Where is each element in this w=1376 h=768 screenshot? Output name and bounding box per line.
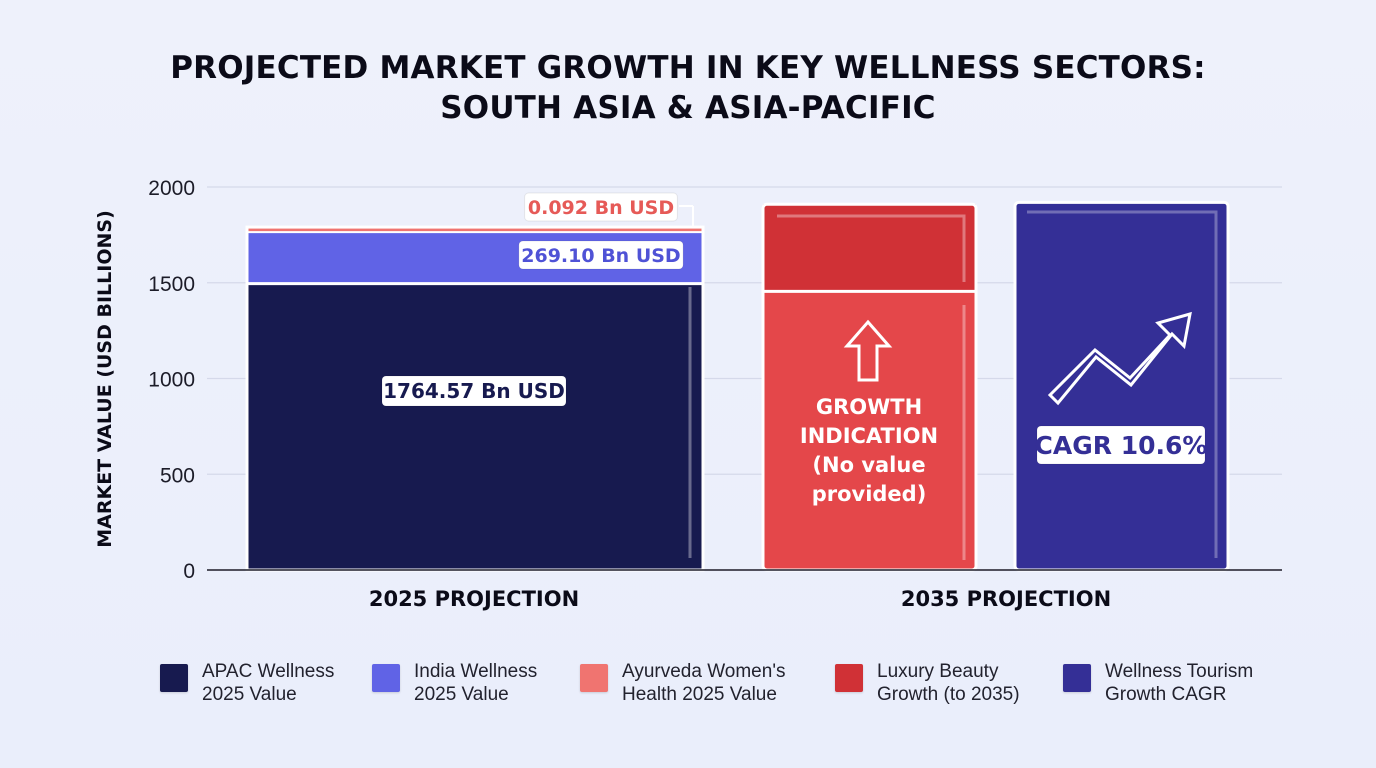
bar-2035-luxury-beauty-highlight-top [777, 214, 966, 282]
x-category-label-1: 2035 PROJECTION [901, 587, 1111, 611]
trend-arrow-icon [1047, 311, 1192, 406]
bar-2035-luxury-beauty-label-line-3: provided) [812, 482, 927, 506]
y-tick-label-1500: 1500 [148, 273, 195, 296]
bar-2035-wellness-tourism-highlight [1027, 210, 1218, 558]
chart-legend: APAC Wellness 2025 Value India Wellness … [0, 660, 1376, 720]
bar-2025-label-india-bg [518, 240, 684, 270]
bar-2025-label-india: 269.10 Bn USD [521, 245, 680, 267]
legend-label-ayurveda: Ayurveda Women's Health 2025 Value [622, 661, 786, 705]
legend-label-luxury-beauty: Luxury Beauty Growth (to 2035) [877, 661, 1020, 705]
legend-item-apac: APAC Wellness 2025 Value [160, 660, 334, 706]
bar-2035-luxury-beauty-label-line-1: INDICATION [800, 424, 938, 448]
legend-label-wellness-tourism: Wellness Tourism Growth CAGR [1105, 661, 1254, 705]
legend-swatch-india [372, 664, 400, 692]
legend-label-apac: APAC Wellness 2025 Value [202, 661, 335, 705]
y-tick-label-500: 500 [160, 464, 195, 487]
x-category-label-0: 2025 PROJECTION [369, 587, 579, 611]
bar-2025-segment-0 [247, 283, 703, 570]
chart-plot: 0 500 1000 1500 2000 MARKET VALUE (USD BILLIO… [94, 177, 1282, 611]
chart-title-line1: PROJECTED MARKET GROWTH IN KEY WELLNESS … [170, 50, 1206, 86]
up-arrow-icon [843, 319, 893, 382]
y-axis-label: MARKET VALUE (USD BILLIONS) [94, 210, 116, 548]
bar-2025-label-apac: 1764.57 Bn USD [383, 379, 565, 403]
legend-swatch-luxury-beauty [835, 664, 863, 692]
legend-item-wellness-tourism: Wellness Tourism Growth CAGR [1063, 660, 1253, 706]
bar-2035-luxury-beauty-label-line-0: GROWTH [816, 395, 922, 419]
legend-swatch-apac [160, 664, 188, 692]
legend-item-ayurveda: Ayurveda Women's Health 2025 Value [580, 660, 785, 706]
bar-2035-luxury-beauty-label-line-2: (No value [812, 453, 925, 477]
y-tick-label-0: 0 [183, 560, 195, 583]
bar-2025-label-ayurveda-bg [524, 192, 678, 222]
legend-item-india: India Wellness 2025 Value [372, 660, 537, 706]
legend-label-india: India Wellness 2025 Value [414, 661, 538, 705]
legend-item-luxury-beauty: Luxury Beauty Growth (to 2035) [835, 660, 1020, 706]
legend-swatch-wellness-tourism [1063, 664, 1091, 692]
bar-2035-wellness-tourism [1013, 200, 1230, 572]
chart-title: PROJECTED MARKET GROWTH IN KEY WELLNESS … [0, 48, 1376, 128]
chart-subtitle: SOUTH ASIA & ASIA-PACIFIC [440, 90, 936, 126]
y-tick-label-2000: 2000 [148, 177, 195, 200]
bar-2035-wellness-tourism-label: CAGR 10.6% [1035, 431, 1208, 460]
y-tick-label-1000: 1000 [148, 369, 195, 392]
bar-2035-luxury-beauty-bottom [763, 291, 976, 570]
legend-swatch-ayurveda [580, 664, 608, 692]
bar-2035-wellness-tourism-label-bg [1036, 425, 1206, 465]
bar-2025-label-ayurveda: 0.092 Bn USD [528, 197, 674, 219]
bar-2025-segment-2 [247, 227, 703, 233]
bar-2025-label-apac-bg [381, 375, 567, 407]
bar-2035-luxury-beauty-top [763, 204, 976, 292]
